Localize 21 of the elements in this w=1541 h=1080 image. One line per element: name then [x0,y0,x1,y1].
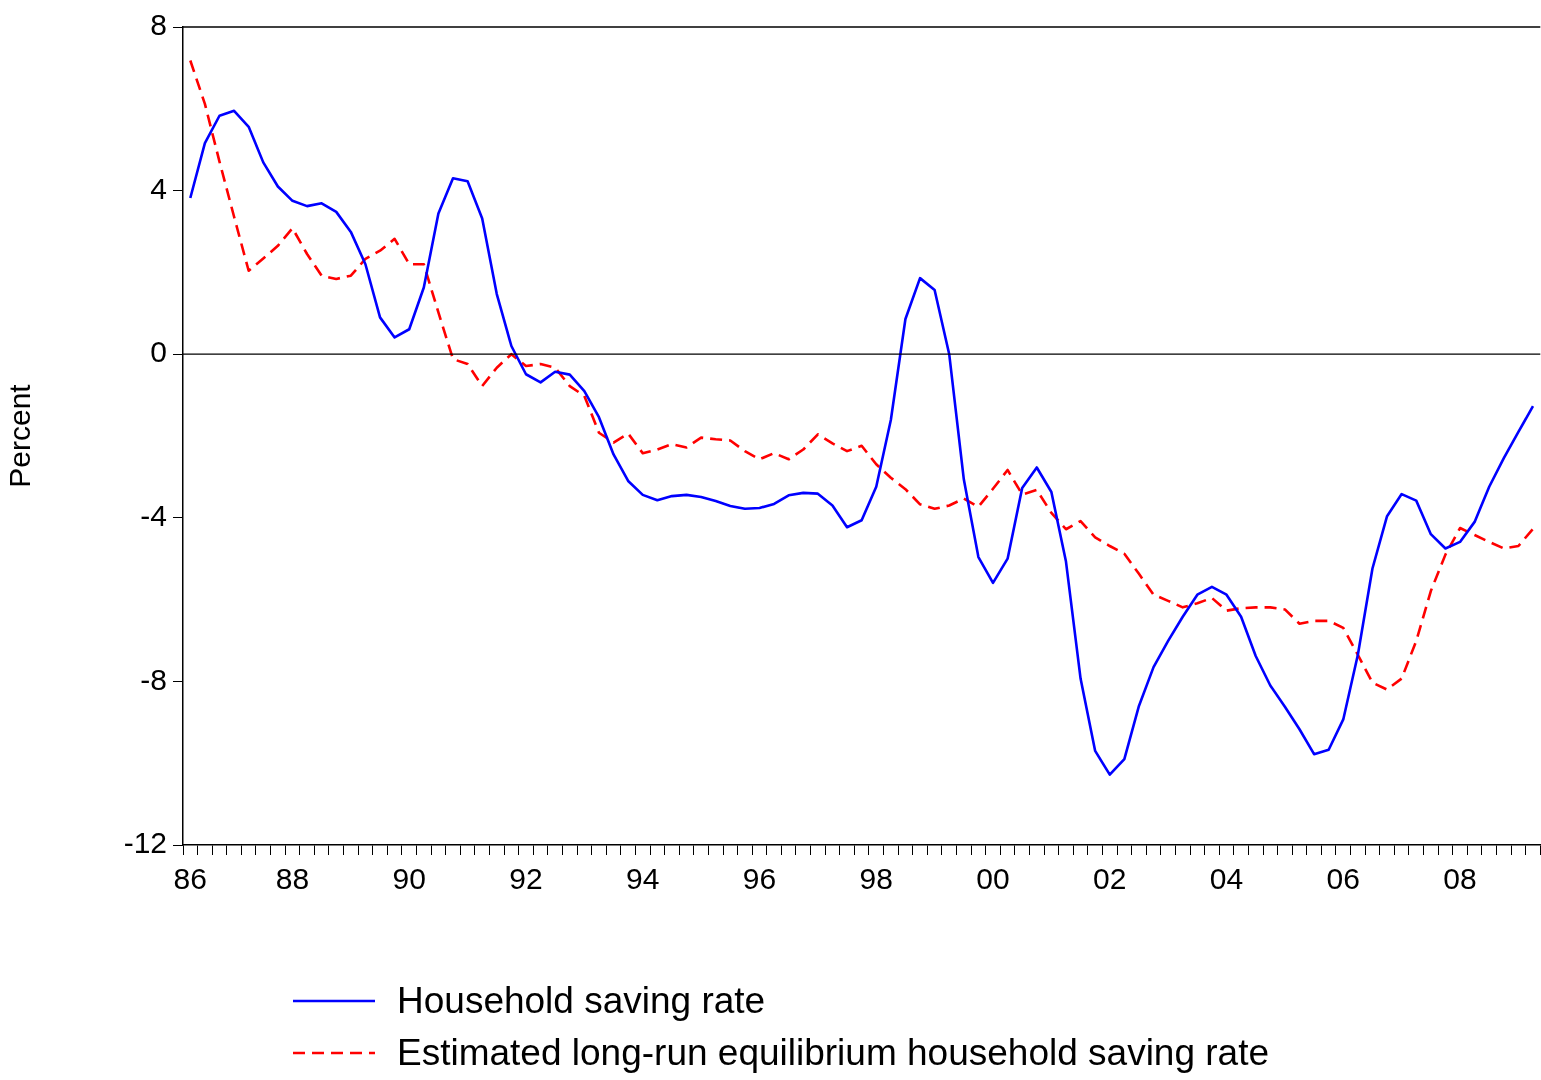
y-tick-label: -4 [140,499,167,533]
x-tick-label: 02 [1093,862,1127,896]
y-tick-label: 4 [150,171,167,205]
x-tick-label: 00 [976,862,1010,896]
x-tick-label: 86 [173,862,207,896]
x-tick-label: 92 [509,862,543,896]
y-tick-label: -12 [123,826,167,860]
x-tick-label: 96 [742,862,777,896]
legend-label: Household saving rate [397,980,766,1022]
y-tick-label: 8 [150,8,167,42]
legend-label: Estimated long-run equilibrium household saving rate [397,1032,1270,1074]
y-tick-label: -8 [140,662,167,696]
x-tick-label: 04 [1209,862,1244,896]
x-tick-label: 08 [1443,862,1477,896]
y-axis-title: Percent [3,383,37,488]
x-tick-label: 06 [1326,862,1360,896]
y-tick-label: 0 [150,335,167,369]
x-tick-label: 90 [392,862,426,896]
x-tick-label: 94 [626,862,660,896]
x-tick-label: 98 [859,862,893,896]
x-tick-label: 88 [275,862,310,896]
